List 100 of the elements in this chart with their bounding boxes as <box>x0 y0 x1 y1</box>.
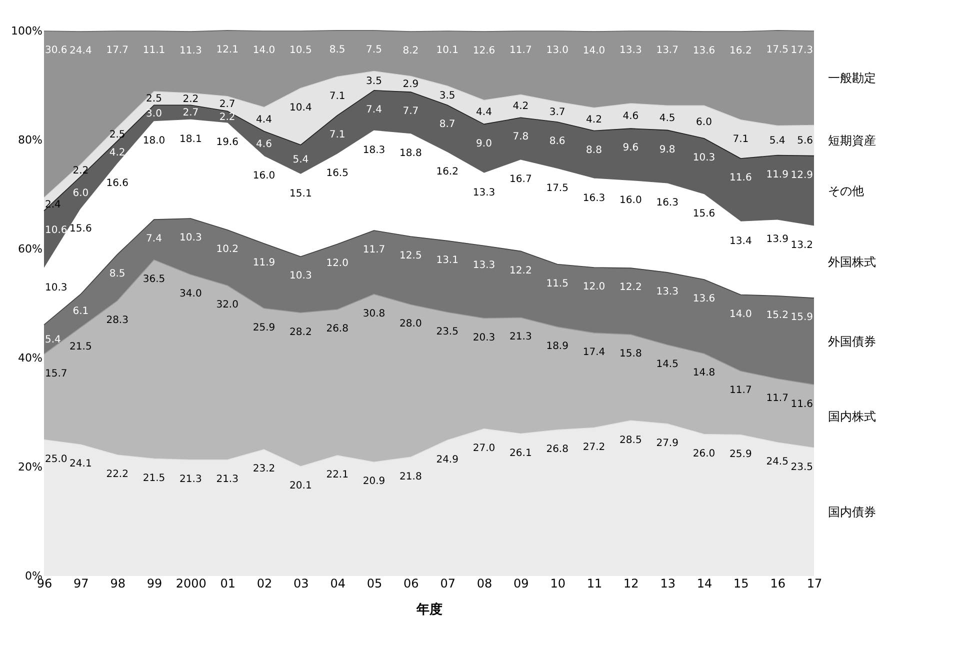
data-label: 23.5 <box>436 326 458 338</box>
data-label: 5.6 <box>797 136 813 147</box>
x-axis-title: 年度 <box>416 602 442 618</box>
data-label: 18.0 <box>142 136 166 147</box>
data-label: 10.3 <box>180 232 202 244</box>
data-label: 7.1 <box>329 90 346 102</box>
data-label: 7.5 <box>366 44 382 56</box>
x-tick-label: 12 <box>624 576 639 590</box>
data-label: 10.1 <box>436 45 458 56</box>
series-label: 外国債券 <box>828 334 876 348</box>
series-label: 国内株式 <box>828 409 876 424</box>
data-label: 11.6 <box>730 172 752 184</box>
data-label: 34.0 <box>180 288 202 300</box>
data-label: 4.4 <box>476 107 492 118</box>
data-label: 3.0 <box>146 108 162 120</box>
series-label: その他 <box>828 184 864 198</box>
series-label: 国内債券 <box>828 504 876 519</box>
data-label: 18.1 <box>180 134 202 145</box>
x-tick-label: 17 <box>806 576 822 590</box>
data-label: 16.2 <box>436 166 458 178</box>
data-label: 15.7 <box>45 368 68 380</box>
data-label: 13.9 <box>766 234 788 246</box>
x-tick-label: 04 <box>330 576 346 590</box>
x-tick-label: 06 <box>404 576 419 590</box>
x-tick-label: 11 <box>586 576 602 590</box>
data-label: 7.8 <box>512 132 529 143</box>
data-label: 13.3 <box>472 187 496 198</box>
data-label: 6.1 <box>72 306 89 317</box>
data-label: 4.6 <box>256 138 272 150</box>
data-label: 10.3 <box>45 282 68 294</box>
x-tick-label: 14 <box>696 576 712 590</box>
data-label: 24.4 <box>70 46 92 57</box>
data-label: 10.4 <box>290 102 312 114</box>
x-tick-label: 13 <box>660 576 676 590</box>
data-label: 2.9 <box>402 79 419 90</box>
data-label: 11.7 <box>510 45 532 56</box>
data-label: 5.4 <box>292 154 309 166</box>
data-label: 10.5 <box>290 45 312 56</box>
x-tick-label: 05 <box>366 576 382 590</box>
data-label: 3.5 <box>366 76 382 87</box>
data-label: 15.2 <box>766 310 788 321</box>
x-tick-label: 07 <box>440 576 456 590</box>
data-label: 16.3 <box>582 192 606 204</box>
data-label: 12.9 <box>790 170 813 181</box>
data-label: 21.3 <box>510 332 532 343</box>
data-label: 15.9 <box>790 312 813 324</box>
data-label: 2.5 <box>109 129 126 140</box>
data-label: 13.3 <box>656 286 678 298</box>
x-tick-label: 08 <box>476 576 492 590</box>
data-label: 28.2 <box>290 326 312 338</box>
data-label: 11.9 <box>766 169 788 180</box>
x-tick-label: 10 <box>550 576 566 590</box>
data-label: 10.3 <box>290 270 312 282</box>
x-tick-label: 97 <box>74 576 89 590</box>
data-label: 17.4 <box>582 347 606 358</box>
x-tick-label: 02 <box>256 576 272 590</box>
data-label: 17.7 <box>106 45 128 56</box>
data-label: 8.5 <box>329 44 346 56</box>
data-label: 12.1 <box>216 44 238 56</box>
data-label: 13.6 <box>692 294 716 305</box>
data-label: 13.3 <box>620 45 642 56</box>
data-label: 16.6 <box>106 178 128 190</box>
data-label: 14.8 <box>692 368 716 379</box>
data-label: 11.5 <box>546 278 568 290</box>
data-label: 10.2 <box>216 244 238 255</box>
x-tick-label: 2000 <box>176 576 206 590</box>
data-label: 3.7 <box>549 106 566 118</box>
data-label: 16.0 <box>252 170 276 182</box>
data-label: 14.0 <box>730 308 752 320</box>
data-label: 13.0 <box>546 45 568 56</box>
data-label: 7.1 <box>732 134 749 145</box>
x-tick-label: 09 <box>514 576 529 590</box>
data-label: 12.6 <box>472 46 496 57</box>
data-label: 20.3 <box>472 332 496 344</box>
x-tick-label: 03 <box>294 576 309 590</box>
data-label: 13.7 <box>656 45 678 56</box>
data-label: 2.2 <box>219 112 236 124</box>
data-label: 10.3 <box>692 152 716 164</box>
x-tick-label: 15 <box>734 576 749 590</box>
data-label: 8.7 <box>439 119 456 130</box>
data-label: 11.3 <box>180 46 202 57</box>
data-label: 28.0 <box>400 318 422 330</box>
data-label: 18.9 <box>546 341 568 352</box>
series-label: 短期資産 <box>828 134 876 148</box>
data-label: 7.4 <box>366 104 382 116</box>
data-label: 4.6 <box>622 111 639 122</box>
x-tick-label: 98 <box>110 576 126 590</box>
data-label: 25.9 <box>252 322 276 334</box>
data-label: 12.2 <box>510 265 532 276</box>
data-label: 11.9 <box>252 258 276 269</box>
data-label: 16.5 <box>326 168 348 180</box>
data-label: 9.6 <box>622 142 639 154</box>
data-label: 17.5 <box>766 44 788 56</box>
data-label: 8.5 <box>109 268 126 280</box>
data-label: 21.5 <box>70 342 92 353</box>
data-label: 4.2 <box>512 101 529 112</box>
data-label: 36.5 <box>142 274 166 285</box>
data-label: 13.6 <box>692 46 716 57</box>
data-label: 9.8 <box>659 144 676 156</box>
data-label: 4.2 <box>586 114 602 126</box>
